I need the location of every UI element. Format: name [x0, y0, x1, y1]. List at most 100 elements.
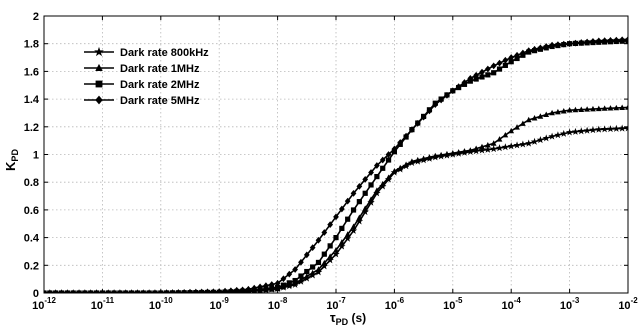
data-point: [478, 146, 486, 154]
data-point: [560, 40, 567, 48]
data-point: [525, 116, 532, 123]
data-point: [327, 253, 334, 259]
data-point: [495, 144, 504, 152]
data-point: [280, 282, 287, 288]
data-point: [128, 289, 135, 293]
data-point: [467, 147, 474, 153]
data-point: [268, 281, 275, 288]
data-point: [298, 276, 304, 283]
data-point: [489, 145, 498, 153]
data-point: [361, 208, 369, 216]
data-point: [292, 277, 298, 284]
x-tick-label: 10-11: [91, 296, 115, 312]
data-point: [298, 273, 304, 279]
data-point: [420, 113, 427, 121]
data-point: [426, 107, 433, 115]
data-point: [87, 289, 94, 293]
data-point: [349, 226, 358, 234]
data-point: [403, 161, 409, 168]
data-point: [111, 289, 117, 293]
data-point: [595, 105, 602, 112]
data-point: [82, 289, 88, 293]
data-point: [595, 125, 603, 133]
data-point: [537, 44, 544, 52]
legend-marker: [95, 95, 103, 105]
data-point: [385, 151, 392, 158]
data-point: [339, 225, 345, 231]
data-point: [555, 108, 561, 115]
x-tick-label: 10-4: [502, 296, 522, 312]
data-point: [508, 59, 514, 65]
data-point: [589, 126, 597, 134]
data-point: [70, 289, 77, 293]
data-point: [484, 145, 492, 153]
data-point: [362, 205, 369, 211]
data-point: [309, 244, 316, 251]
data-point: [315, 266, 322, 272]
data-point: [245, 285, 252, 293]
data-point: [514, 51, 520, 59]
x-tick-label: 10-6: [385, 296, 405, 312]
data-point: [625, 36, 628, 43]
data-point: [134, 289, 141, 293]
data-point: [304, 268, 310, 275]
data-point: [350, 223, 357, 229]
data-point: [612, 124, 621, 132]
data-point: [479, 74, 485, 80]
x-tick-label: 10-8: [268, 296, 288, 312]
data-point: [146, 289, 152, 293]
y-tick-label: 0.6: [24, 205, 39, 217]
data-point: [228, 287, 234, 293]
data-point: [58, 289, 65, 293]
data-point: [175, 289, 182, 293]
data-point: [543, 43, 550, 50]
data-point: [514, 124, 520, 130]
legend-item: Dark rate 800kHz: [84, 46, 209, 59]
data-point: [314, 268, 323, 276]
data-point: [519, 140, 527, 148]
data-point: [274, 279, 281, 287]
data-point: [501, 143, 510, 151]
data-point: [607, 36, 614, 44]
data-point: [93, 289, 100, 293]
data-point: [438, 96, 444, 104]
data-point: [484, 65, 491, 73]
data-point: [355, 217, 364, 225]
data-point: [122, 289, 129, 293]
data-point: [607, 105, 614, 111]
data-point: [455, 83, 462, 91]
data-point: [502, 62, 508, 68]
y-axis-title: KPD: [3, 149, 20, 171]
x-tick-label: 10-7: [326, 296, 346, 312]
y-tick-label: 2: [33, 11, 39, 23]
data-point: [479, 68, 485, 76]
data-point: [333, 246, 339, 253]
data-point: [222, 287, 228, 293]
data-point: [624, 124, 628, 132]
data-point: [473, 145, 480, 151]
data-point: [338, 205, 345, 213]
legend-item: Dark rate 1MHz: [84, 63, 200, 75]
data-point: [595, 37, 602, 45]
data-point: [543, 111, 550, 118]
data-point: [379, 156, 386, 164]
data-point: [508, 127, 515, 134]
data-point: [344, 231, 351, 237]
data-point: [292, 266, 298, 273]
data-point: [619, 36, 626, 44]
data-point: [438, 151, 444, 158]
series-diamond: [44, 36, 628, 293]
data-point: [577, 127, 585, 135]
data-point: [350, 189, 357, 197]
data-point: [467, 74, 474, 82]
x-tick-label: 10-9: [210, 296, 230, 312]
y-tick-label: 0.2: [24, 260, 39, 272]
data-point: [286, 270, 293, 278]
data-point: [473, 71, 480, 79]
data-point: [520, 120, 526, 126]
data-point: [338, 242, 346, 250]
data-point: [315, 236, 322, 244]
legend-label: Dark rate 2MHz: [120, 79, 200, 91]
data-point: [52, 289, 59, 293]
